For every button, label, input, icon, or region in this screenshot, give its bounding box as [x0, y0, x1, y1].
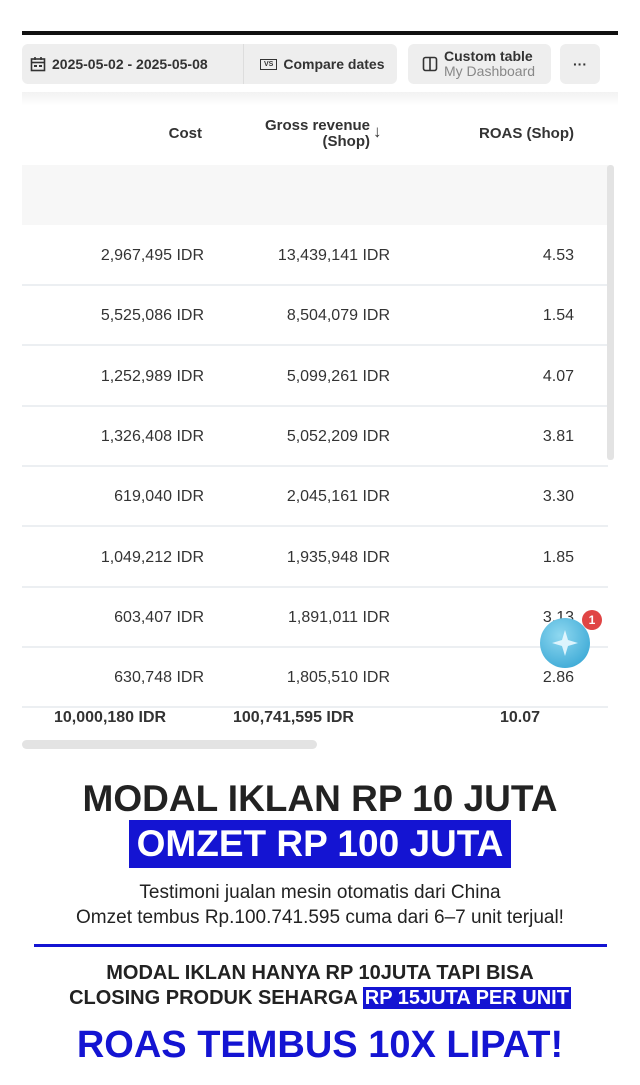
- vertical-scrollbar[interactable]: [607, 165, 614, 460]
- table-row: 619,040 IDR 2,045,161 IDR 3.30: [22, 467, 608, 528]
- custom-table-sub: My Dashboard: [444, 63, 536, 79]
- custom-table-button[interactable]: Custom table My Dashboard: [408, 44, 551, 84]
- roas-cell: 1.54: [542, 307, 574, 325]
- total-roas: 10.07: [500, 709, 541, 726]
- promo-sub2-highlight: RP 15JUTA PER UNIT: [362, 987, 571, 1009]
- total-row: 10,000,180 IDR 100,741,595 IDR 10.07: [22, 688, 608, 748]
- table-row: 630,748 IDR 1,805,510 IDR 2.86: [22, 648, 608, 709]
- cost-cell: 2,967,495 IDR: [100, 247, 204, 264]
- revenue-cell: 13,439,141 IDR: [277, 247, 390, 264]
- roas-cell: 4.07: [542, 367, 574, 385]
- promo-highlight: OMZET RP 100 JUTA: [128, 820, 512, 868]
- roas-cell: 2.86: [542, 669, 574, 687]
- compare-icon: VS: [260, 58, 278, 70]
- compare-dates-label: Compare dates: [283, 56, 385, 72]
- revenue-cell: 2,045,161 IDR: [286, 488, 390, 506]
- revenue-cell: 5,052,209 IDR: [286, 427, 390, 445]
- notification-badge: 1: [582, 610, 602, 630]
- revenue-cell: 1,805,510 IDR: [286, 669, 390, 687]
- header-cost[interactable]: Cost: [168, 125, 202, 142]
- table-row: 1,049,212 IDR 1,935,948 IDR 1.85: [22, 528, 608, 588]
- columns-icon: [422, 56, 438, 72]
- cost-cell: 619,040 IDR: [114, 488, 204, 506]
- compare-dates-button[interactable]: VS Compare dates: [244, 44, 385, 84]
- date-range-button[interactable]: 2025-05-02 - 2025-05-08: [22, 44, 244, 84]
- promo-cta: ROAS TEMBUS 10X LIPAT!: [76, 1024, 564, 1066]
- revenue-cell: 1,891,011 IDR: [288, 608, 390, 626]
- header-gross-revenue-label: Gross revenue: [264, 117, 370, 134]
- more-button[interactable]: ···: [560, 44, 600, 84]
- header-gross-revenue[interactable]: Gross revenue (Shop): [265, 118, 370, 150]
- cost-cell: 603,407 IDR: [114, 608, 204, 626]
- promo-line2: Omzet tembus Rp.100.741.595 cuma dari 6–…: [76, 907, 564, 928]
- cost-cell: 630,748 IDR: [114, 669, 204, 687]
- revenue-cell: 1,935,948 IDR: [286, 548, 390, 566]
- promo-sub2: CLOSING PRODUK SEHARGA: [69, 987, 358, 1009]
- sort-desc-icon[interactable]: ↓: [373, 122, 382, 141]
- cost-cell: 1,049,212 IDR: [100, 548, 204, 566]
- horizontal-scrollbar[interactable]: [22, 740, 317, 749]
- total-revenue: 100,741,595 IDR: [233, 709, 354, 726]
- roas-cell: 4.53: [542, 247, 574, 264]
- date-range-label: 2025-05-02 - 2025-05-08: [52, 56, 208, 72]
- promo-headline: MODAL IKLAN RP 10 JUTA: [82, 778, 558, 819]
- header-shadow: [22, 92, 618, 106]
- empty-row: [22, 165, 608, 225]
- toolbar: 2025-05-02 - 2025-05-08 VS Compare dates…: [22, 44, 618, 84]
- table-row: 5,525,086 IDR 8,504,079 IDR 1.54: [22, 286, 608, 347]
- revenue-cell: 8,504,079 IDR: [286, 307, 390, 325]
- revenue-cell: 5,099,261 IDR: [286, 367, 390, 385]
- promo-sub1: MODAL IKLAN HANYA RP 10JUTA TAPI BISA: [106, 962, 534, 984]
- cost-cell: 5,525,086 IDR: [100, 307, 204, 325]
- cost-cell: 1,252,989 IDR: [100, 367, 204, 385]
- header-gross-revenue-sub: (Shop): [322, 133, 370, 150]
- calendar-icon: [30, 57, 46, 72]
- cost-cell: 1,326,408 IDR: [100, 427, 204, 445]
- promo-divider: [34, 944, 607, 947]
- table-row: 2,967,495 IDR 13,439,141 IDR 4.53: [22, 226, 608, 286]
- date-compare-group: 2025-05-02 - 2025-05-08 VS Compare dates: [22, 44, 397, 84]
- table-row: 1,326,408 IDR 5,052,209 IDR 3.81: [22, 407, 608, 467]
- total-cost: 10,000,180 IDR: [54, 709, 167, 726]
- roas-cell: 1.85: [542, 548, 574, 566]
- more-icon: ···: [573, 56, 587, 72]
- roas-cell: 3.81: [542, 427, 574, 445]
- table-row: 1,252,989 IDR 5,099,261 IDR 4.07: [22, 347, 608, 407]
- promo-line1: Testimoni jualan mesin otomatis dari Chi…: [139, 882, 501, 903]
- table-row: 603,407 IDR 1,891,011 IDR 3.13: [22, 588, 608, 648]
- top-divider: [22, 31, 618, 35]
- assistant-button[interactable]: 1: [540, 610, 602, 668]
- sparkle-icon: [552, 630, 578, 656]
- header-roas[interactable]: ROAS (Shop): [479, 125, 574, 142]
- custom-table-label: Custom table: [444, 48, 533, 64]
- roas-cell: 3.30: [542, 488, 574, 506]
